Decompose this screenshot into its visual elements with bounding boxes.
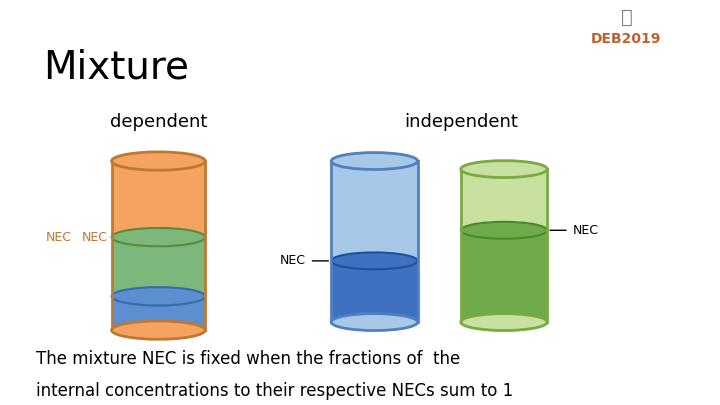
Bar	[461, 169, 547, 322]
Text: NEC: NEC	[46, 230, 72, 244]
Bar	[331, 261, 418, 322]
Text: NEC: NEC	[82, 230, 108, 244]
Text: DEB2019: DEB2019	[591, 32, 662, 46]
Text: dependent: dependent	[109, 113, 207, 131]
Text: 🐦: 🐦	[621, 8, 632, 27]
Text: independent: independent	[404, 113, 518, 131]
Ellipse shape	[461, 161, 547, 177]
Ellipse shape	[112, 152, 205, 170]
Ellipse shape	[112, 228, 205, 246]
Ellipse shape	[331, 153, 418, 169]
Ellipse shape	[461, 313, 547, 330]
Ellipse shape	[331, 313, 418, 330]
Text: NEC: NEC	[572, 224, 598, 237]
Text: internal concentrations to their respective NECs sum to 1: internal concentrations to their respect…	[36, 382, 513, 401]
Bar	[112, 237, 205, 296]
Ellipse shape	[112, 321, 205, 339]
Bar	[331, 161, 418, 322]
Text: The mixture NEC is fixed when the fractions of  the: The mixture NEC is fixed when the fracti…	[36, 350, 460, 368]
Ellipse shape	[112, 287, 205, 305]
Text: NEC: NEC	[280, 254, 306, 267]
Ellipse shape	[461, 222, 547, 239]
Bar	[112, 161, 205, 330]
Bar	[112, 296, 205, 330]
Text: Mixture: Mixture	[43, 48, 189, 86]
Bar	[461, 230, 547, 322]
Ellipse shape	[331, 252, 418, 269]
